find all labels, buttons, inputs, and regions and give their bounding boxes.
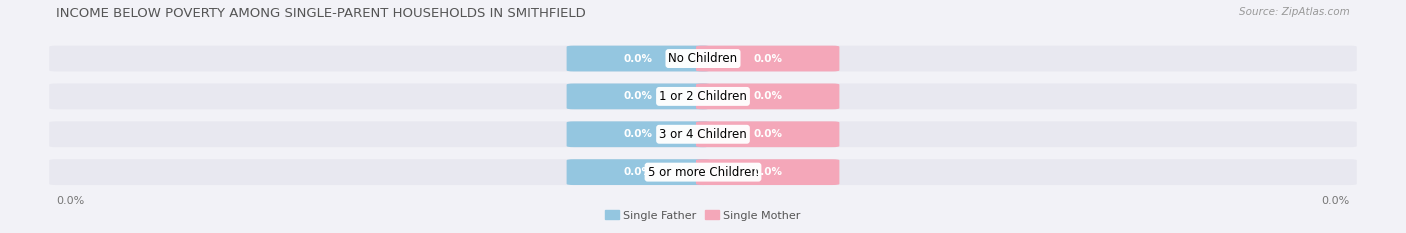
Text: 1 or 2 Children: 1 or 2 Children bbox=[659, 90, 747, 103]
Text: 0.0%: 0.0% bbox=[624, 167, 652, 177]
Text: 0.0%: 0.0% bbox=[624, 54, 652, 64]
Text: 0.0%: 0.0% bbox=[624, 91, 652, 101]
Legend: Single Father, Single Mother: Single Father, Single Mother bbox=[600, 206, 806, 225]
Text: 3 or 4 Children: 3 or 4 Children bbox=[659, 128, 747, 141]
Text: 5 or more Children: 5 or more Children bbox=[648, 166, 758, 179]
Text: 0.0%: 0.0% bbox=[624, 129, 652, 139]
Text: 0.0%: 0.0% bbox=[56, 196, 84, 206]
Text: 0.0%: 0.0% bbox=[1322, 196, 1350, 206]
Text: 0.0%: 0.0% bbox=[754, 91, 782, 101]
Text: INCOME BELOW POVERTY AMONG SINGLE-PARENT HOUSEHOLDS IN SMITHFIELD: INCOME BELOW POVERTY AMONG SINGLE-PARENT… bbox=[56, 7, 586, 20]
Text: Source: ZipAtlas.com: Source: ZipAtlas.com bbox=[1239, 7, 1350, 17]
Text: 0.0%: 0.0% bbox=[754, 54, 782, 64]
Text: 0.0%: 0.0% bbox=[754, 167, 782, 177]
Text: 0.0%: 0.0% bbox=[754, 129, 782, 139]
Text: No Children: No Children bbox=[668, 52, 738, 65]
